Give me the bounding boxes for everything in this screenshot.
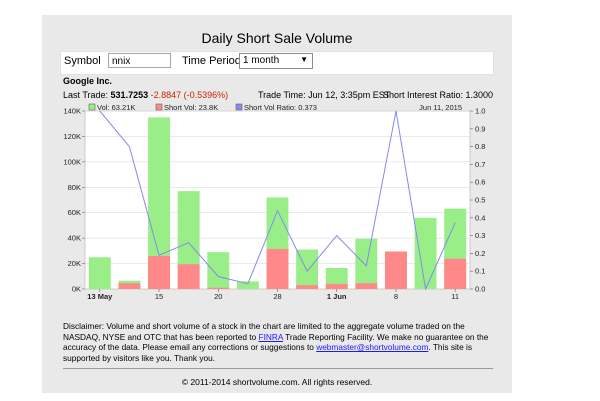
y-left-tick-label: 120K [63, 132, 81, 141]
x-tick-label: 11 [451, 292, 459, 301]
symbol-input[interactable]: nnix [108, 53, 171, 68]
y-right-tick-label: 0.1 [475, 267, 485, 276]
x-tick-label: 1 Jun [327, 292, 347, 301]
y-right-tick-label: 0.2 [475, 249, 485, 258]
volume-bar [325, 268, 348, 289]
x-tick-label: 20 [214, 292, 222, 301]
x-tick-label: 28 [273, 292, 281, 301]
last-trade-change: -2.8847 (-0.5396%) [150, 90, 229, 100]
legend-ratio-swatch [235, 103, 243, 111]
short-volume-bar [177, 264, 200, 289]
short-volume-bar [355, 283, 378, 289]
disclaimer-text-3: . This site is supported by visitors lik… [63, 342, 473, 363]
y-right-tick-label: 0.9 [475, 124, 485, 133]
trade-time: Trade Time: Jun 12, 3:35pm EST [258, 90, 391, 100]
y-left-tick-label: 100K [63, 157, 81, 166]
legend-short: Short Vol: 23.8K [164, 103, 218, 112]
legend-vol-swatch [88, 103, 96, 111]
y-left-tick-label: 140K [63, 107, 81, 116]
finra-link[interactable]: FINRA [258, 331, 283, 342]
legend-short-swatch [155, 103, 163, 111]
volume-bar [207, 252, 230, 289]
volume-bar [88, 257, 111, 289]
symbol-label: Symbol [64, 55, 101, 67]
page-title: Daily Short Sale Volume [201, 30, 353, 46]
short-volume-bar [207, 287, 230, 289]
y-left-tick-label: 80K [68, 183, 81, 192]
short-volume-bar [385, 251, 407, 289]
period-value: 1 month [243, 55, 280, 66]
y-right-tick-label: 0.7 [475, 160, 485, 169]
short-volume-bar [325, 283, 348, 289]
short-volume-bar [296, 285, 319, 289]
disclaimer-text-2: Trade Reporting Facility. We make no gua… [63, 331, 489, 353]
y-right-tick-label: 0.8 [475, 142, 485, 151]
short-vol-ratio-line [99, 110, 456, 291]
y-right-tick-label: 0.5 [475, 196, 485, 205]
y-left-tick-label: 0K [72, 285, 81, 294]
volume-bar [236, 281, 259, 289]
footer-divider [63, 368, 493, 369]
short-volume-bar [148, 255, 170, 289]
short-volume-bar [118, 283, 141, 289]
y-left-tick-label: 40K [68, 234, 81, 243]
volume-bar [148, 117, 170, 289]
chevron-down-icon: ▼ [300, 55, 308, 64]
y-right-tick-label: 0.3 [475, 231, 485, 240]
chart-date: Jun 11, 2015 [419, 103, 462, 112]
controls-bar: Symbol nnix Time Period 1 month ▼ [60, 51, 494, 75]
footer-copyright: © 2011-2014 shortvolume.com. All rights … [181, 377, 373, 387]
y-right-tick-label: 0.6 [475, 178, 485, 187]
period-select[interactable]: 1 month ▼ [239, 53, 313, 69]
short-volume-bar [444, 258, 467, 289]
x-tick-label: 13 May [87, 292, 113, 301]
y-right-tick-label: 0.4 [475, 213, 485, 222]
last-trade-label: Last Trade: [63, 90, 109, 100]
company-name: Google Inc. [63, 76, 113, 86]
y-left-tick-label: 60K [68, 208, 81, 217]
legend-ratio: Short Vol Ratio: 0.373 [244, 103, 317, 112]
short-volume-chart: 0K 20K 40K 60K 80K 100K 120K 140K 0.0 0.1 0.2 0.3 0… [63, 103, 485, 301]
short-volume-bar [266, 248, 289, 289]
volume-bar [414, 217, 437, 289]
webmaster-email-link[interactable]: webmaster@shortvolume.com [316, 342, 429, 352]
y-right-tick-label: 0.0 [475, 285, 485, 294]
quote-line: Last Trade: 531.7253 -2.8847 (-0.5396%) … [63, 90, 495, 103]
x-tick-label: 8 [394, 292, 398, 301]
x-tick-label: 15 [155, 292, 163, 301]
last-trade-price: 531.7253 [110, 90, 149, 100]
legend-vol: Vol: 63.21K [97, 103, 135, 112]
y-left-tick-label: 20K [68, 259, 81, 268]
period-label: Time Period [182, 55, 241, 67]
disclaimer: Disclaimer: Volume and short volume of a… [63, 321, 496, 363]
disclaimer-text-1: Disclaimer: Volume and short volume of a… [63, 321, 465, 342]
short-interest-ratio: Short Interest Ratio: 1.3000 [383, 90, 494, 100]
y-right-tick-label: 1.0 [475, 107, 485, 116]
